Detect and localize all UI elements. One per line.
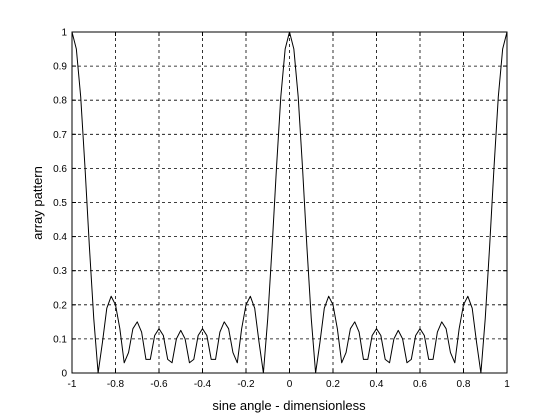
- y-axis-label: array pattern: [30, 166, 45, 240]
- x-tick-label: -0.8: [107, 379, 125, 390]
- x-tick-label: -0.4: [194, 379, 212, 390]
- y-tick-label: 0.5: [53, 198, 67, 209]
- y-tick-label: 0.7: [53, 130, 67, 141]
- y-tick-label: 0.1: [53, 334, 67, 345]
- x-tick-label: 1: [504, 379, 510, 390]
- x-tick-label: -0.6: [150, 379, 168, 390]
- x-tick-label: 0.2: [326, 379, 340, 390]
- x-axis-label: sine angle - dimensionless: [212, 398, 366, 413]
- x-tick-label: 0.8: [457, 379, 471, 390]
- x-tick-label: 0.6: [413, 379, 427, 390]
- y-tick-label: 0.6: [53, 164, 67, 175]
- y-tick-label: 0.3: [53, 266, 67, 277]
- x-tick-label: -1: [68, 379, 77, 390]
- y-tick-label: 0: [61, 369, 67, 380]
- y-tick-label: 0.8: [53, 96, 67, 107]
- y-tick-label: 0.2: [53, 300, 67, 311]
- x-tick-label: -0.2: [237, 379, 255, 390]
- y-tick-label: 0.4: [53, 232, 67, 243]
- x-tick-label: 0: [287, 379, 293, 390]
- y-tick-label: 0.9: [53, 62, 67, 73]
- y-tick-label: 1: [61, 28, 67, 39]
- x-tick-label: 0.4: [370, 379, 384, 390]
